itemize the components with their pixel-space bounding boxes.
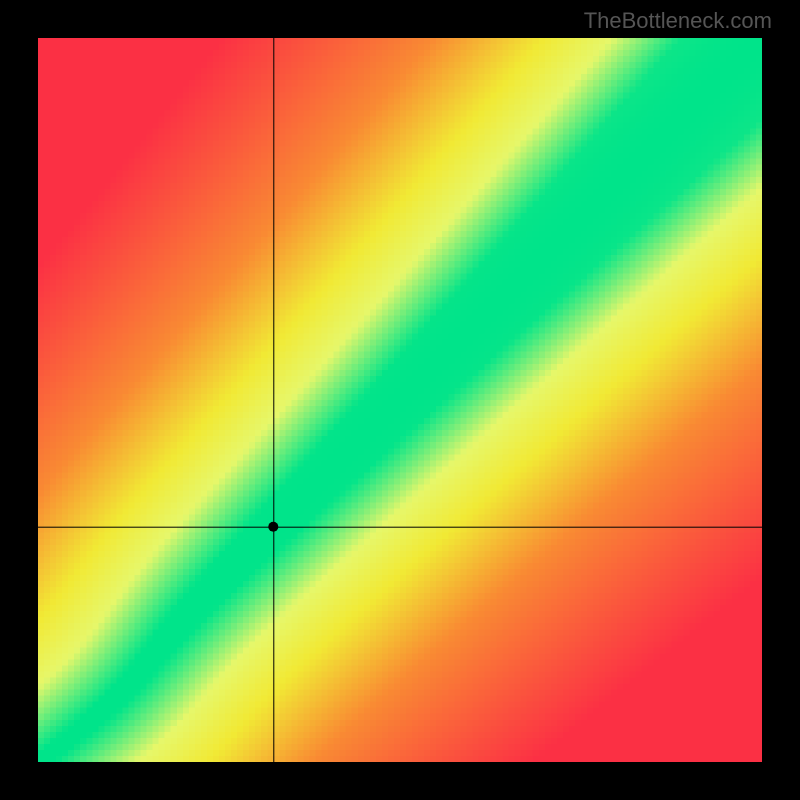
chart-container: TheBottleneck.com	[0, 0, 800, 800]
heatmap-plot	[38, 38, 762, 762]
watermark-text: TheBottleneck.com	[584, 8, 772, 34]
crosshair-overlay	[38, 38, 762, 762]
